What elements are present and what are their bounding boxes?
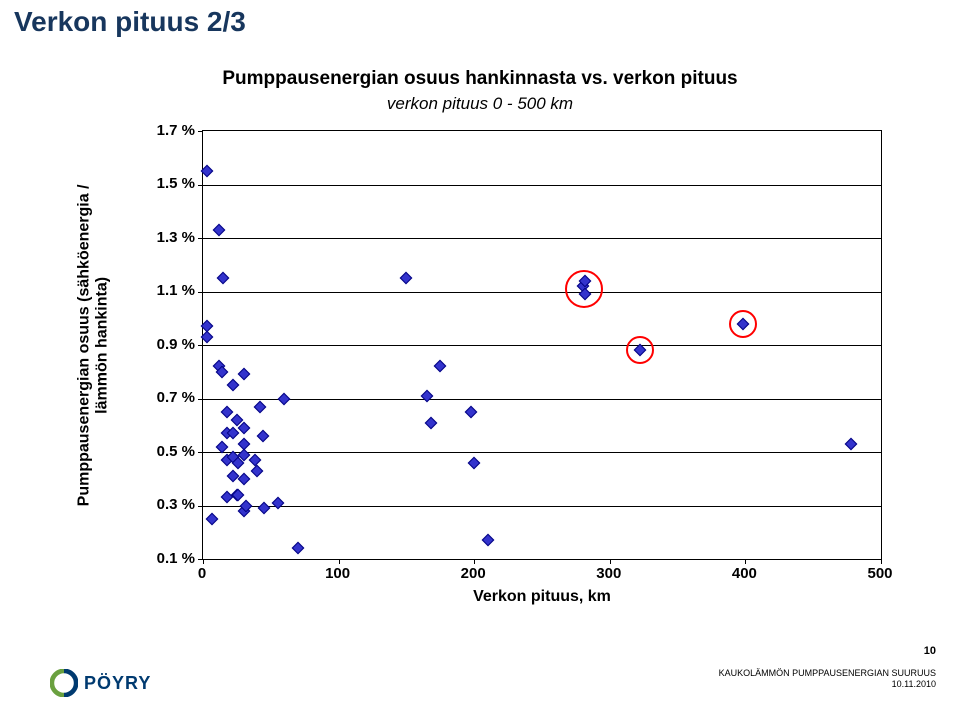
y-tick-label: 0.3 % [140, 496, 195, 513]
data-point [226, 470, 239, 483]
data-point [400, 272, 413, 285]
x-tick-label: 100 [313, 565, 363, 582]
y-tick [198, 131, 203, 132]
data-point [248, 454, 261, 467]
page-title: Verkon pituus 2/3 [14, 6, 246, 38]
logo-icon [50, 669, 78, 697]
logo: PÖYRY [50, 669, 151, 697]
grid-line-h [203, 506, 881, 507]
chart-title: Pumppausenergian osuus hankinnasta vs. v… [0, 68, 960, 90]
y-tick [198, 399, 203, 400]
y-axis-label-line2: lämmön hankinta) [94, 277, 111, 414]
grid-line-h [203, 452, 881, 453]
y-tick [198, 506, 203, 507]
data-point [206, 513, 219, 526]
y-tick [198, 345, 203, 346]
grid-line-h [203, 292, 881, 293]
grid-line-h [203, 399, 881, 400]
x-tick [203, 559, 204, 564]
data-point [201, 331, 214, 344]
data-point [237, 368, 250, 381]
data-point [258, 502, 271, 515]
data-point [465, 406, 478, 419]
grid-line-h [203, 238, 881, 239]
x-tick-label: 300 [584, 565, 634, 582]
data-point [221, 406, 234, 419]
y-tick-label: 1.5 % [140, 175, 195, 192]
x-tick [745, 559, 746, 564]
data-point [420, 389, 433, 402]
data-point [213, 224, 226, 237]
y-tick-label: 0.5 % [140, 443, 195, 460]
x-tick [474, 559, 475, 564]
footer-right: KAUKOLÄMMÖN PUMPPAUSENERGIAN SUURUUS 10.… [719, 668, 936, 689]
data-point [292, 542, 305, 555]
x-tick-label: 400 [719, 565, 769, 582]
y-tick-label: 1.3 % [140, 229, 195, 246]
y-axis-label: Pumppausenergian osuus (sähköenergia / l… [76, 130, 113, 560]
footer-line1: KAUKOLÄMMÖN PUMPPAUSENERGIAN SUURUUS [719, 668, 936, 678]
x-tick-label: 0 [177, 565, 227, 582]
grid-line-h [203, 185, 881, 186]
data-point [201, 165, 214, 178]
y-tick [198, 452, 203, 453]
x-tick [339, 559, 340, 564]
x-tick [610, 559, 611, 564]
y-tick-label: 1.1 % [140, 282, 195, 299]
slide: Verkon pituus 2/3 Pumppausenergian osuus… [0, 0, 960, 711]
x-axis-label: Verkon pituus, km [202, 588, 882, 606]
data-point [468, 456, 481, 469]
x-tick [881, 559, 882, 564]
annotation-circle [565, 270, 603, 308]
chart-area: Pumppausenergian osuus (sähköenergia / l… [42, 130, 912, 620]
data-point [434, 360, 447, 373]
annotation-circle [729, 310, 757, 338]
data-point [481, 534, 494, 547]
y-tick-label: 0.9 % [140, 336, 195, 353]
data-point [237, 472, 250, 485]
y-tick-label: 1.7 % [140, 122, 195, 139]
data-point [217, 272, 230, 285]
plot-area [202, 130, 882, 560]
data-point [251, 464, 264, 477]
grid-line-h [203, 345, 881, 346]
data-point [278, 392, 291, 405]
data-point [424, 416, 437, 429]
y-tick [198, 292, 203, 293]
y-tick-label: 0.1 % [140, 550, 195, 567]
y-axis-label-line1: Pumppausenergian osuus (sähköenergia / [76, 184, 93, 506]
y-tick [198, 185, 203, 186]
chart-subtitle: verkon pituus 0 - 500 km [0, 94, 960, 114]
x-tick-label: 200 [448, 565, 498, 582]
footer-line2: 10.11.2010 [719, 679, 936, 689]
data-point [226, 379, 239, 392]
page-number: 10 [924, 645, 936, 657]
y-tick [198, 238, 203, 239]
y-tick-label: 0.7 % [140, 389, 195, 406]
data-point [845, 438, 858, 451]
data-point [256, 430, 269, 443]
data-point [271, 496, 284, 509]
logo-text: PÖYRY [84, 673, 151, 694]
annotation-circle [626, 336, 654, 364]
x-tick-label: 500 [855, 565, 905, 582]
data-point [254, 400, 267, 413]
